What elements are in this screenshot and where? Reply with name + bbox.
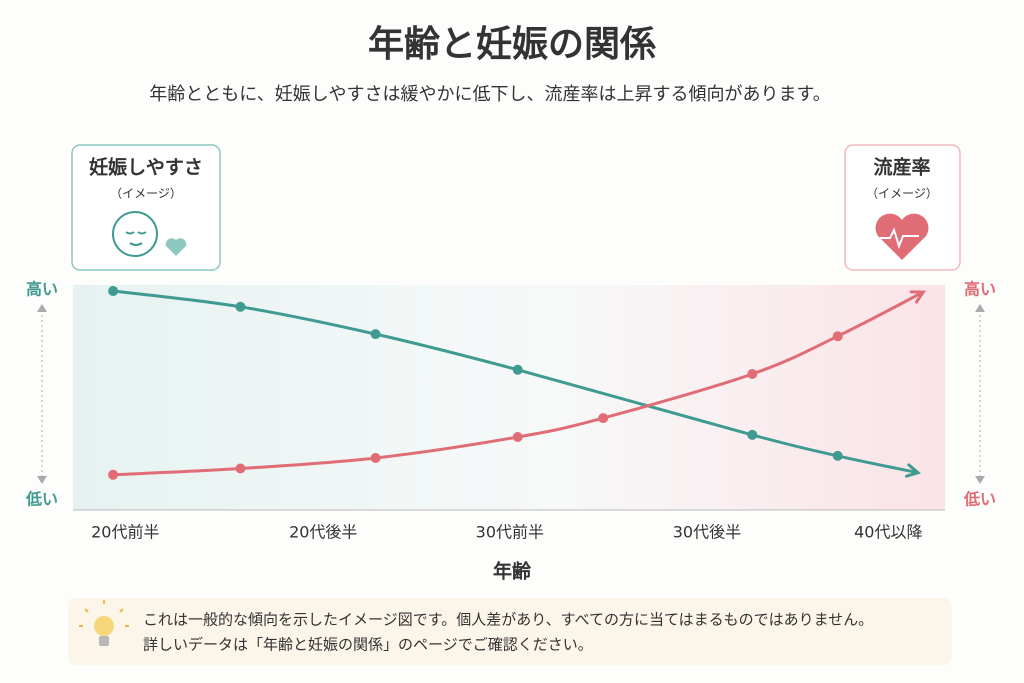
data-point [108, 469, 119, 480]
legend-note: （イメージ） [110, 187, 182, 201]
x-tick-label: 20代前半 [91, 523, 159, 542]
baby-icon [112, 211, 158, 257]
bulb-icon [79, 600, 129, 646]
data-point [108, 286, 119, 297]
data-point [832, 450, 843, 461]
arrowhead [909, 290, 926, 304]
heart-icon [165, 238, 187, 256]
data-point [512, 432, 523, 442]
legend-box [71, 144, 221, 271]
x-tick-label: 30代後半 [673, 523, 741, 542]
note-box [68, 598, 952, 665]
axis-arrow [41, 310, 981, 478]
data-point [747, 429, 758, 440]
data-point [747, 369, 758, 379]
legend-note: （イメージ） [866, 187, 938, 201]
x-tick-label: 30代前半 [476, 523, 544, 542]
data-point [235, 463, 246, 474]
data-point [832, 331, 843, 342]
note-text: これは一般的な傾向を示したイメージ図です。個人差があり、すべての方に当てはまるも… [143, 611, 873, 629]
note-text: 詳しいデータは「年齢と妊娠の関係」のページでご確認ください。 [143, 636, 593, 654]
plot-background [73, 285, 945, 510]
legend-label: 妊娠しやすさ [89, 156, 203, 179]
chart-subtitle: 年齢とともに、妊娠しやすさは緩やかに低下し、流産率は上昇する傾向があります。 [149, 84, 830, 105]
y2-tick-label: 高い [964, 280, 996, 299]
arrowhead [904, 463, 922, 478]
y2-tick-label: 低い [963, 490, 996, 509]
x-axis-label: 年齢 [493, 560, 532, 583]
legend-label: 流産率 [873, 156, 930, 179]
y-tick-label: 高い [26, 280, 58, 299]
data-point [370, 453, 381, 463]
chart-title: 年齢と妊娠の関係 [368, 24, 656, 65]
series-line [113, 290, 924, 477]
data-point [235, 301, 246, 312]
x-tick-label: 40代以降 [854, 523, 922, 542]
data-point [370, 329, 381, 340]
data-point [598, 413, 609, 424]
x-tick-label: 20代後半 [289, 523, 357, 542]
y-tick-label: 低い [25, 490, 58, 509]
legend-box [844, 144, 961, 271]
data-point [512, 364, 523, 375]
pulse-icon [880, 227, 919, 249]
